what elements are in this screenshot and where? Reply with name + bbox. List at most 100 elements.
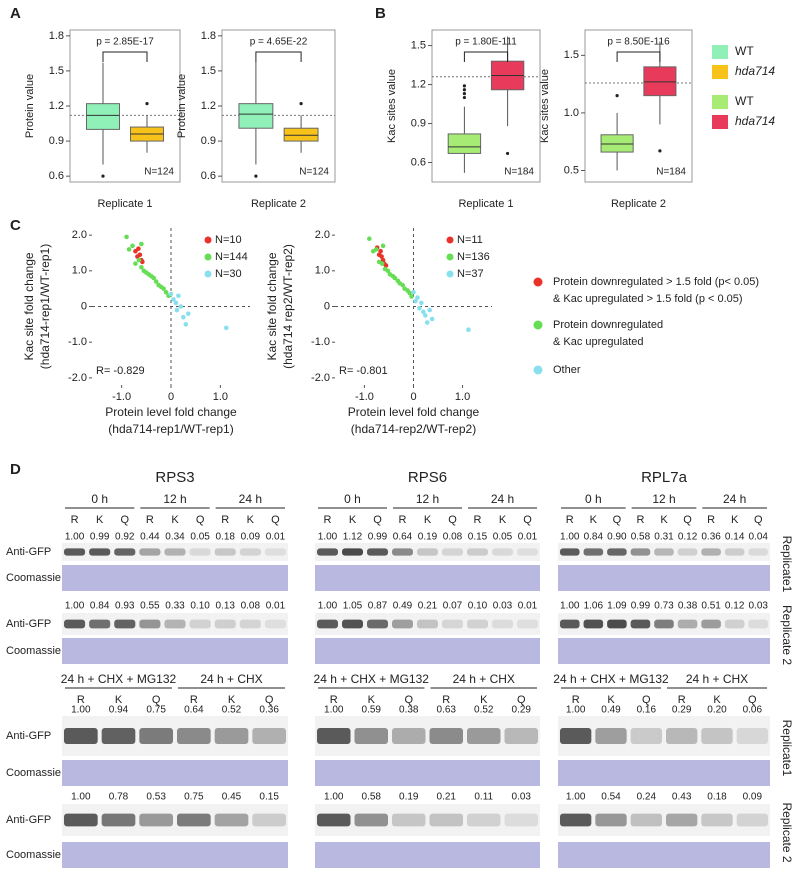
lane-label: Q <box>373 514 382 526</box>
blot-bg <box>490 543 515 561</box>
p-value: p = 1.80E-111 <box>455 37 517 48</box>
lane-label: R <box>324 514 332 526</box>
y-axis-label: Kac sites value <box>386 69 398 143</box>
band-value: 0.13 <box>215 601 235 612</box>
legend-label: WT <box>735 44 754 58</box>
coomassie-gel <box>315 638 540 664</box>
blot-bg <box>352 804 390 836</box>
point <box>168 291 174 297</box>
n-label: N=184 <box>504 167 534 178</box>
lane-label: K <box>480 694 488 706</box>
band <box>442 548 463 556</box>
band <box>701 619 721 629</box>
y-tick-label: 1.0 <box>315 265 330 277</box>
band-value: 0.84 <box>90 601 110 612</box>
lane-label: Q <box>265 694 274 706</box>
band-value: 0.78 <box>109 792 129 803</box>
n-label: N=124 <box>144 167 174 178</box>
blot-bg <box>250 804 288 836</box>
flier <box>254 174 258 178</box>
band <box>164 619 186 629</box>
blot-bg <box>237 613 263 635</box>
band <box>607 619 627 629</box>
point <box>400 282 406 288</box>
x-axis-label: Replicate 2 <box>611 198 666 210</box>
point <box>429 316 435 322</box>
point <box>126 247 132 252</box>
band-value: 0.03 <box>748 601 768 612</box>
y-tick-label: 1.0 <box>564 107 579 119</box>
coomassie-gel <box>62 565 288 591</box>
x-tick-label: -1.0 <box>112 391 131 403</box>
band <box>504 813 538 827</box>
blot-bg <box>162 543 188 561</box>
group-label: 24 h + CHX <box>686 672 748 686</box>
legend-swatch <box>533 320 543 330</box>
lane-label: R <box>221 514 229 526</box>
p-value: p = 8.50E-116 <box>607 37 670 48</box>
band <box>654 619 674 629</box>
legend-swatch <box>712 115 728 129</box>
band <box>517 548 538 556</box>
lane-label: K <box>731 514 739 526</box>
blot-bg <box>490 613 515 635</box>
legend-label: & Kac upregulated > 1.5 fold (p < 0.05) <box>553 293 743 305</box>
blot-bg <box>664 804 700 836</box>
lane-label: K <box>171 514 179 526</box>
band <box>417 548 438 556</box>
y-tick-label: 1.0 <box>72 265 87 277</box>
band <box>189 548 211 556</box>
band <box>392 728 426 744</box>
lane-label: R <box>190 694 198 706</box>
lane-label: R <box>707 514 715 526</box>
band <box>560 728 592 744</box>
y-tick-label: 1.2 <box>49 100 64 112</box>
band <box>467 548 488 556</box>
legend-swatch <box>446 270 454 278</box>
band-value: 0.11 <box>474 792 493 803</box>
lane-label: R <box>77 694 85 706</box>
band <box>264 619 286 629</box>
band-value: 0.51 <box>701 601 721 612</box>
point <box>380 243 386 249</box>
point <box>174 307 180 313</box>
band-value: 0.06 <box>743 705 763 716</box>
coomassie-gel <box>315 842 540 868</box>
band <box>264 548 286 556</box>
blot-bg <box>212 543 238 561</box>
coomassie-gel <box>62 842 288 868</box>
blot-bg <box>212 613 238 635</box>
point <box>380 257 386 263</box>
band <box>630 619 651 629</box>
band-value: 0.59 <box>362 705 382 716</box>
y-tick-label: 0.9 <box>201 135 216 147</box>
band <box>139 813 173 827</box>
x-tick-label: 1.0 <box>213 391 228 403</box>
x-axis-label: Protein level fold change <box>348 405 480 419</box>
band <box>517 619 538 629</box>
point <box>151 275 157 281</box>
point <box>183 322 189 327</box>
band-value: 0.92 <box>115 532 135 543</box>
y-tick-label: 1.2 <box>411 78 426 90</box>
band <box>114 619 136 629</box>
y-tick-label: 0.9 <box>411 117 426 129</box>
band <box>492 619 513 629</box>
band-value: 0.99 <box>631 601 651 612</box>
band <box>666 813 698 827</box>
blot-bg <box>628 543 653 561</box>
band-value: 0.18 <box>707 792 727 803</box>
group-label: 24 h + CHX <box>200 672 262 686</box>
legend-swatch <box>204 270 212 278</box>
blot-bg <box>187 543 213 561</box>
y-axis-label: Protein value <box>176 74 188 138</box>
blot-bg <box>675 543 700 561</box>
bracket <box>102 51 148 62</box>
y-tick-label: 1.2 <box>201 100 216 112</box>
y-tick-label: 2.0 <box>315 229 330 241</box>
band-value: 0.36 <box>259 705 279 716</box>
blot-bg <box>664 716 700 756</box>
legend-label: N=30 <box>215 268 242 280</box>
blot-bg <box>515 543 540 561</box>
